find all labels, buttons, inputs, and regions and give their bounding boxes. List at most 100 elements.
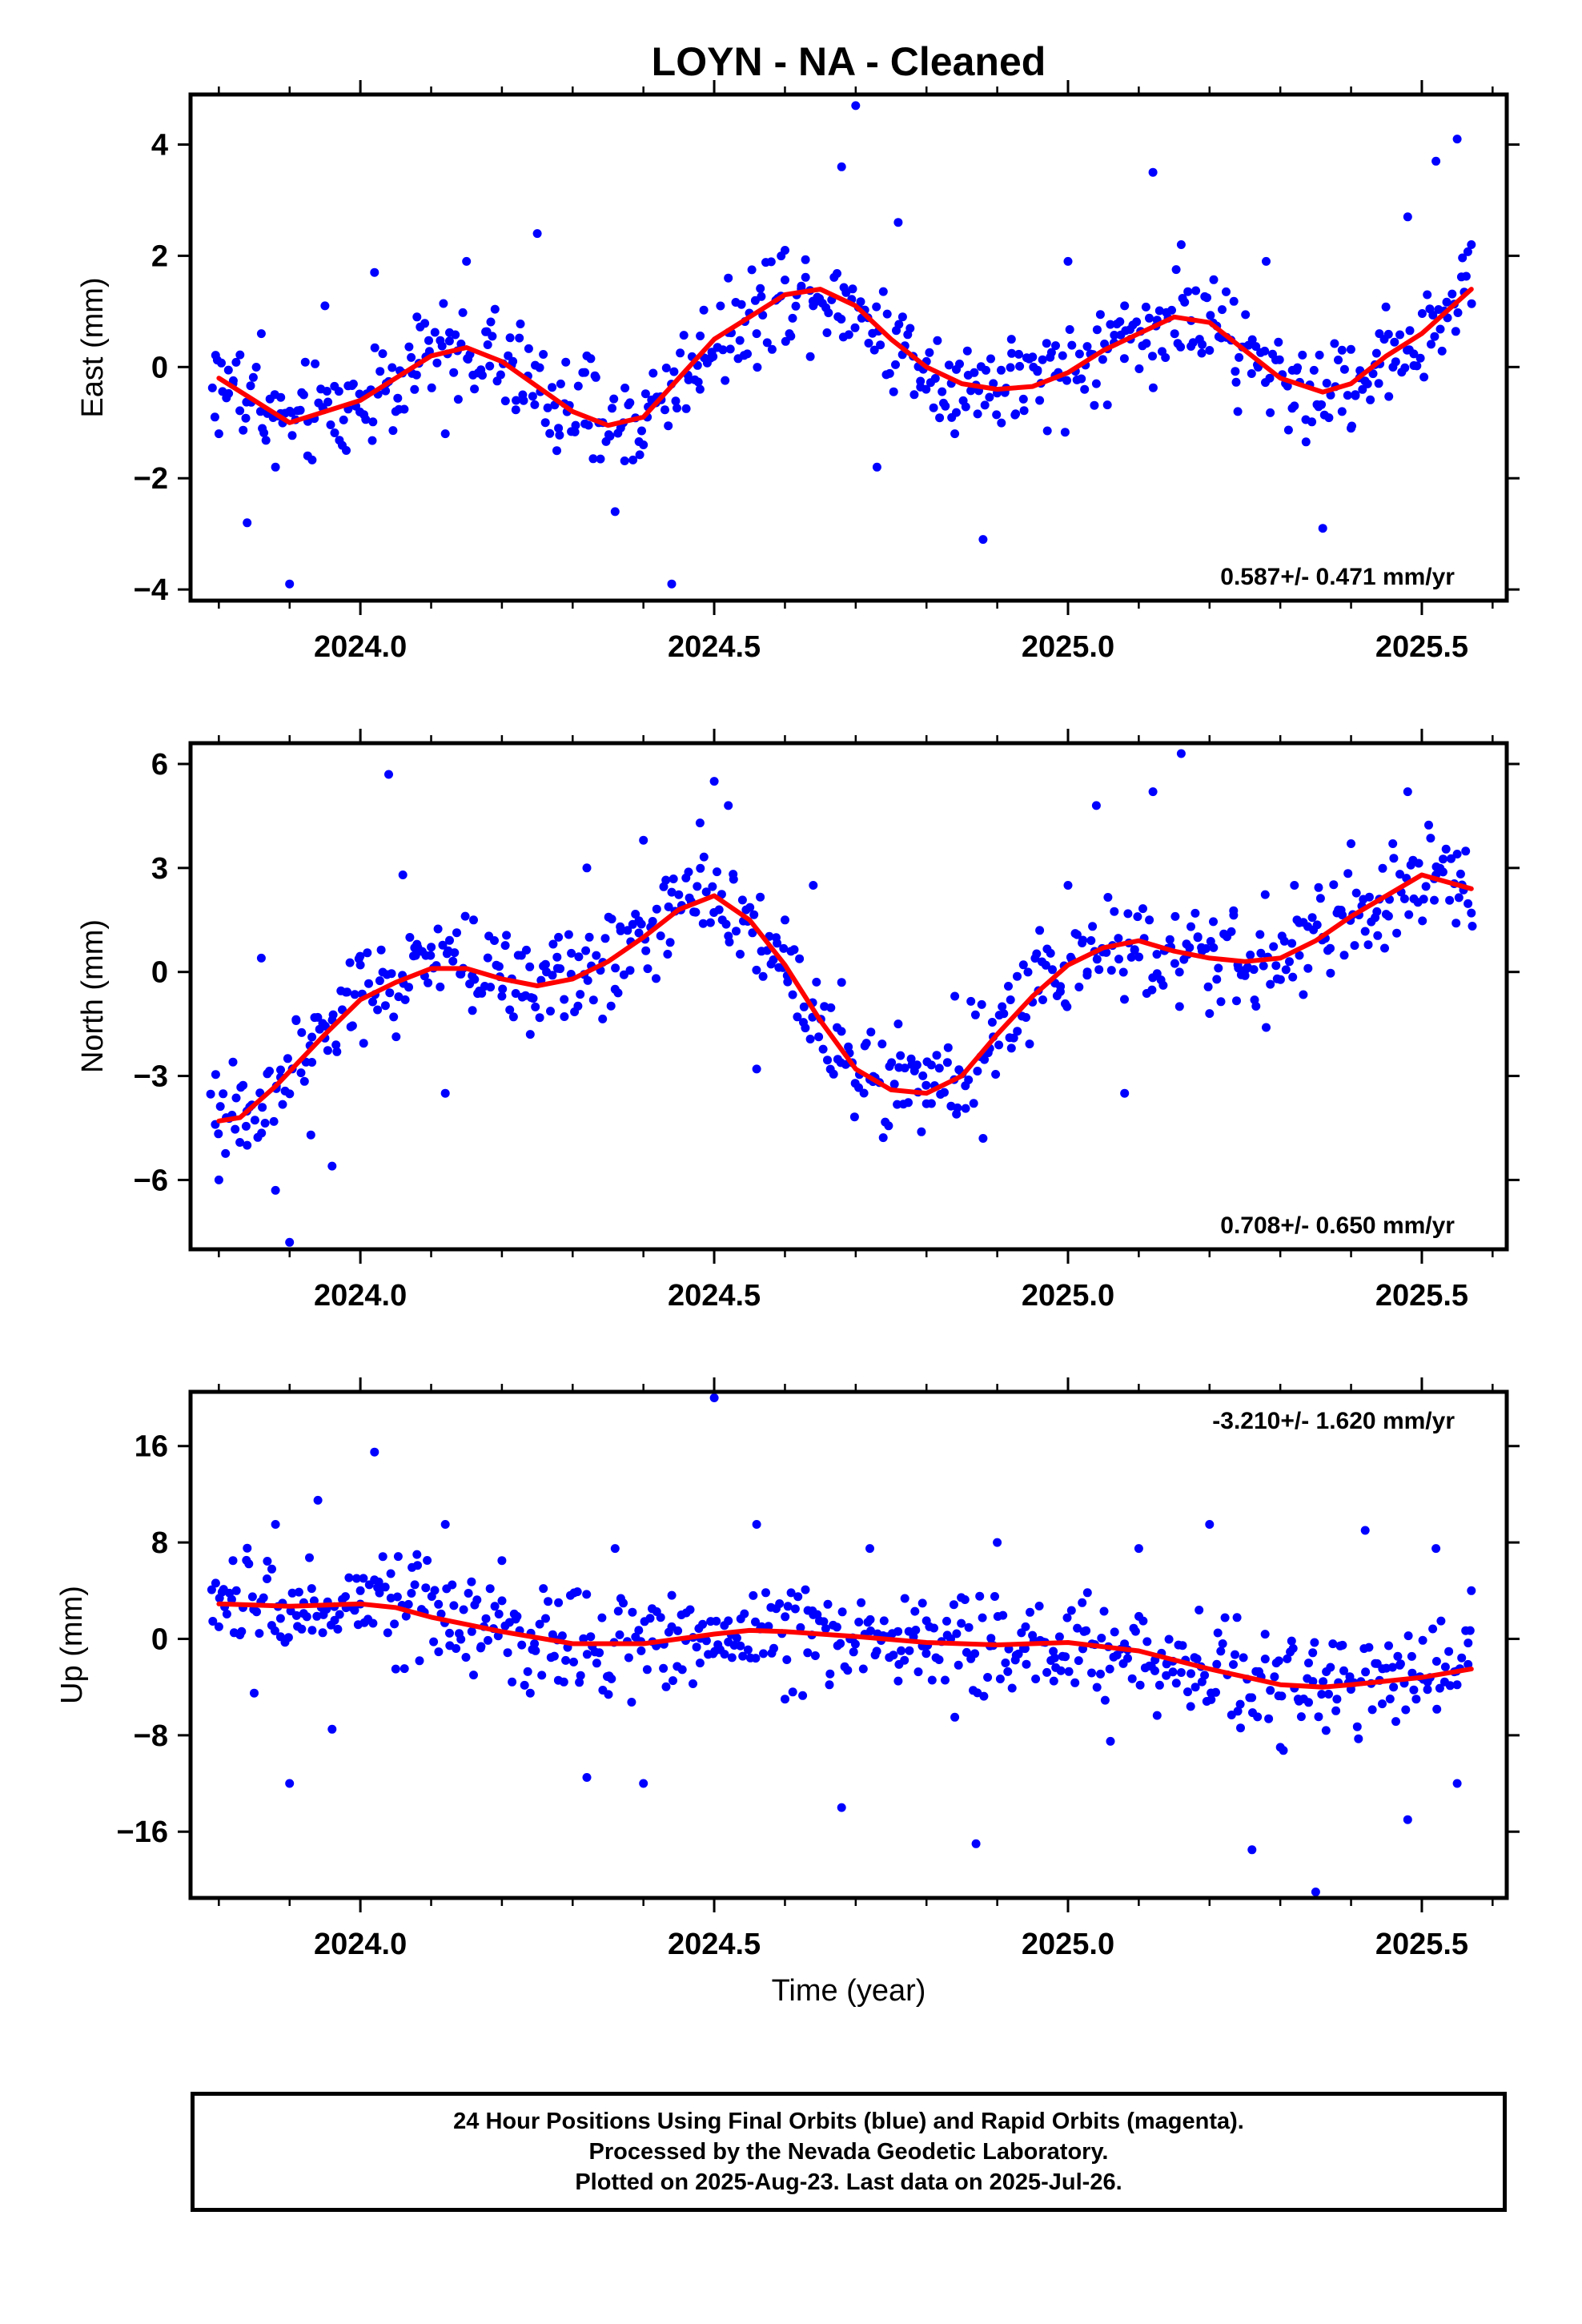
north-cloud-point	[564, 930, 573, 939]
east-data-point	[851, 101, 861, 111]
east-cloud-point	[909, 390, 919, 400]
north-cloud-point	[1018, 960, 1028, 970]
east-cloud-point	[1265, 373, 1275, 383]
north-cloud-point	[1246, 951, 1255, 959]
north-cloud-point	[1452, 919, 1461, 928]
north-cloud-point	[1430, 895, 1439, 905]
north-cloud-point	[231, 1093, 241, 1103]
up-cloud-point	[1231, 1650, 1239, 1659]
up-cloud-point	[1110, 1627, 1119, 1637]
north-cloud-point	[368, 997, 377, 1007]
up-cloud-point	[490, 1602, 500, 1611]
north-cloud-point	[921, 1080, 931, 1090]
east-data-point	[872, 462, 881, 472]
up-data-point	[639, 1779, 648, 1788]
east-cloud-point	[872, 302, 881, 312]
up-cloud-point	[222, 1610, 231, 1618]
up-cloud-point	[934, 1655, 944, 1664]
east-cloud-point	[259, 428, 269, 437]
north-cloud-point	[693, 882, 702, 891]
north-cloud-point	[490, 936, 499, 945]
north-cloud-point	[1389, 854, 1399, 863]
up-cloud-point	[1232, 1613, 1242, 1622]
north-cloud-point	[486, 983, 496, 992]
north-cloud-point	[699, 852, 709, 862]
east-cloud-point	[921, 384, 931, 394]
north-cloud-point	[805, 1035, 815, 1043]
north-cloud-point	[1269, 942, 1279, 951]
east-cloud-point	[478, 371, 487, 380]
up-cloud-point	[990, 1592, 999, 1601]
east-data-point	[837, 162, 846, 171]
north-cloud-point	[1418, 916, 1427, 926]
east-cloud-point	[1191, 286, 1201, 296]
up-cloud-point	[1277, 1691, 1287, 1701]
up-data-point	[285, 1779, 295, 1788]
east-cloud-point	[1371, 348, 1381, 358]
up-data-point	[1452, 1779, 1462, 1788]
up-data-point	[214, 1622, 223, 1631]
north-cloud-point	[1103, 893, 1113, 902]
east-cloud-point	[837, 315, 846, 324]
north-cloud-point	[1426, 834, 1435, 843]
east-cloud-point	[241, 413, 251, 423]
east-cloud-point	[693, 377, 703, 387]
up-cloud-point	[275, 1614, 285, 1623]
east-cloud-point	[905, 324, 915, 333]
up-cloud-point	[978, 1613, 987, 1622]
north-cloud-point	[531, 1002, 540, 1011]
up-data-point	[1106, 1736, 1115, 1746]
east-cloud-point	[620, 456, 629, 465]
north-cloud-point	[206, 1089, 215, 1099]
north-cloud-point	[859, 1088, 869, 1098]
east-cloud-point	[986, 354, 995, 364]
up-data-point	[1467, 1586, 1476, 1595]
north-cloud-point	[1158, 980, 1168, 990]
east-cloud-point	[756, 283, 765, 293]
north-cloud-point	[849, 1112, 859, 1122]
up-cloud-point	[259, 1593, 268, 1602]
north-cloud-point	[1170, 959, 1179, 968]
east-cloud-point	[766, 257, 776, 267]
east-cloud-point	[261, 436, 271, 445]
east-cloud-point	[747, 265, 757, 275]
chart-title: LOYN - NA - Cleaned	[652, 39, 1046, 84]
up-cloud-point	[897, 1646, 906, 1655]
north-data-point	[525, 1030, 535, 1039]
north-cloud-point	[616, 926, 625, 935]
east-cloud-point	[334, 387, 343, 396]
east-cloud-point	[699, 305, 709, 315]
north-cloud-point	[299, 1076, 309, 1086]
east-cloud-point	[985, 392, 994, 402]
north-cloud-point	[1461, 846, 1471, 856]
east-cloud-point	[387, 363, 397, 372]
north-cloud-point	[1392, 928, 1402, 938]
up-cloud-point	[1022, 1659, 1031, 1669]
north-cloud-point	[714, 905, 724, 915]
up-cloud-point	[400, 1664, 409, 1674]
east-cloud-point	[788, 313, 797, 323]
up-cloud-point	[520, 1680, 529, 1690]
up-cloud-point	[810, 1651, 820, 1660]
up-data-point	[695, 1659, 705, 1668]
east-cloud-point	[368, 417, 378, 427]
north-cloud-point	[1126, 952, 1136, 962]
up-cloud-point	[1168, 1667, 1178, 1677]
north-cloud-point	[307, 1032, 317, 1042]
up-cloud-point	[645, 1614, 655, 1623]
north-cloud-point	[1201, 944, 1211, 953]
up-y-ticks: −16 −8 0 8 16	[117, 1430, 1520, 1849]
up-cloud-point	[604, 1690, 613, 1699]
east-cloud-point	[1115, 317, 1125, 327]
up-data-point	[554, 1598, 564, 1607]
up-cloud-point	[1436, 1616, 1446, 1626]
east-cloud-point	[1198, 340, 1207, 349]
north-cloud-point	[1314, 883, 1323, 892]
east-cloud-point	[669, 367, 679, 376]
up-cloud-point	[1260, 1655, 1270, 1664]
up-cloud-point	[1403, 1631, 1413, 1641]
east-cloud-point	[323, 397, 333, 407]
north-cloud-point	[468, 1006, 477, 1015]
up-cloud-point	[557, 1631, 567, 1641]
up-data-point	[582, 1773, 592, 1782]
